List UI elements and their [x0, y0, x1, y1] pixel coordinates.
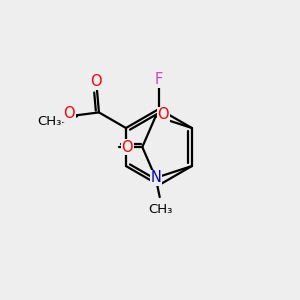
Text: CH₃: CH₃	[37, 115, 61, 128]
Text: F: F	[155, 72, 163, 87]
Text: O: O	[91, 74, 102, 89]
Text: CH₃: CH₃	[148, 203, 172, 216]
Text: N: N	[150, 170, 161, 185]
Text: O: O	[158, 107, 169, 122]
Text: O: O	[121, 140, 133, 154]
Text: O: O	[63, 106, 75, 121]
